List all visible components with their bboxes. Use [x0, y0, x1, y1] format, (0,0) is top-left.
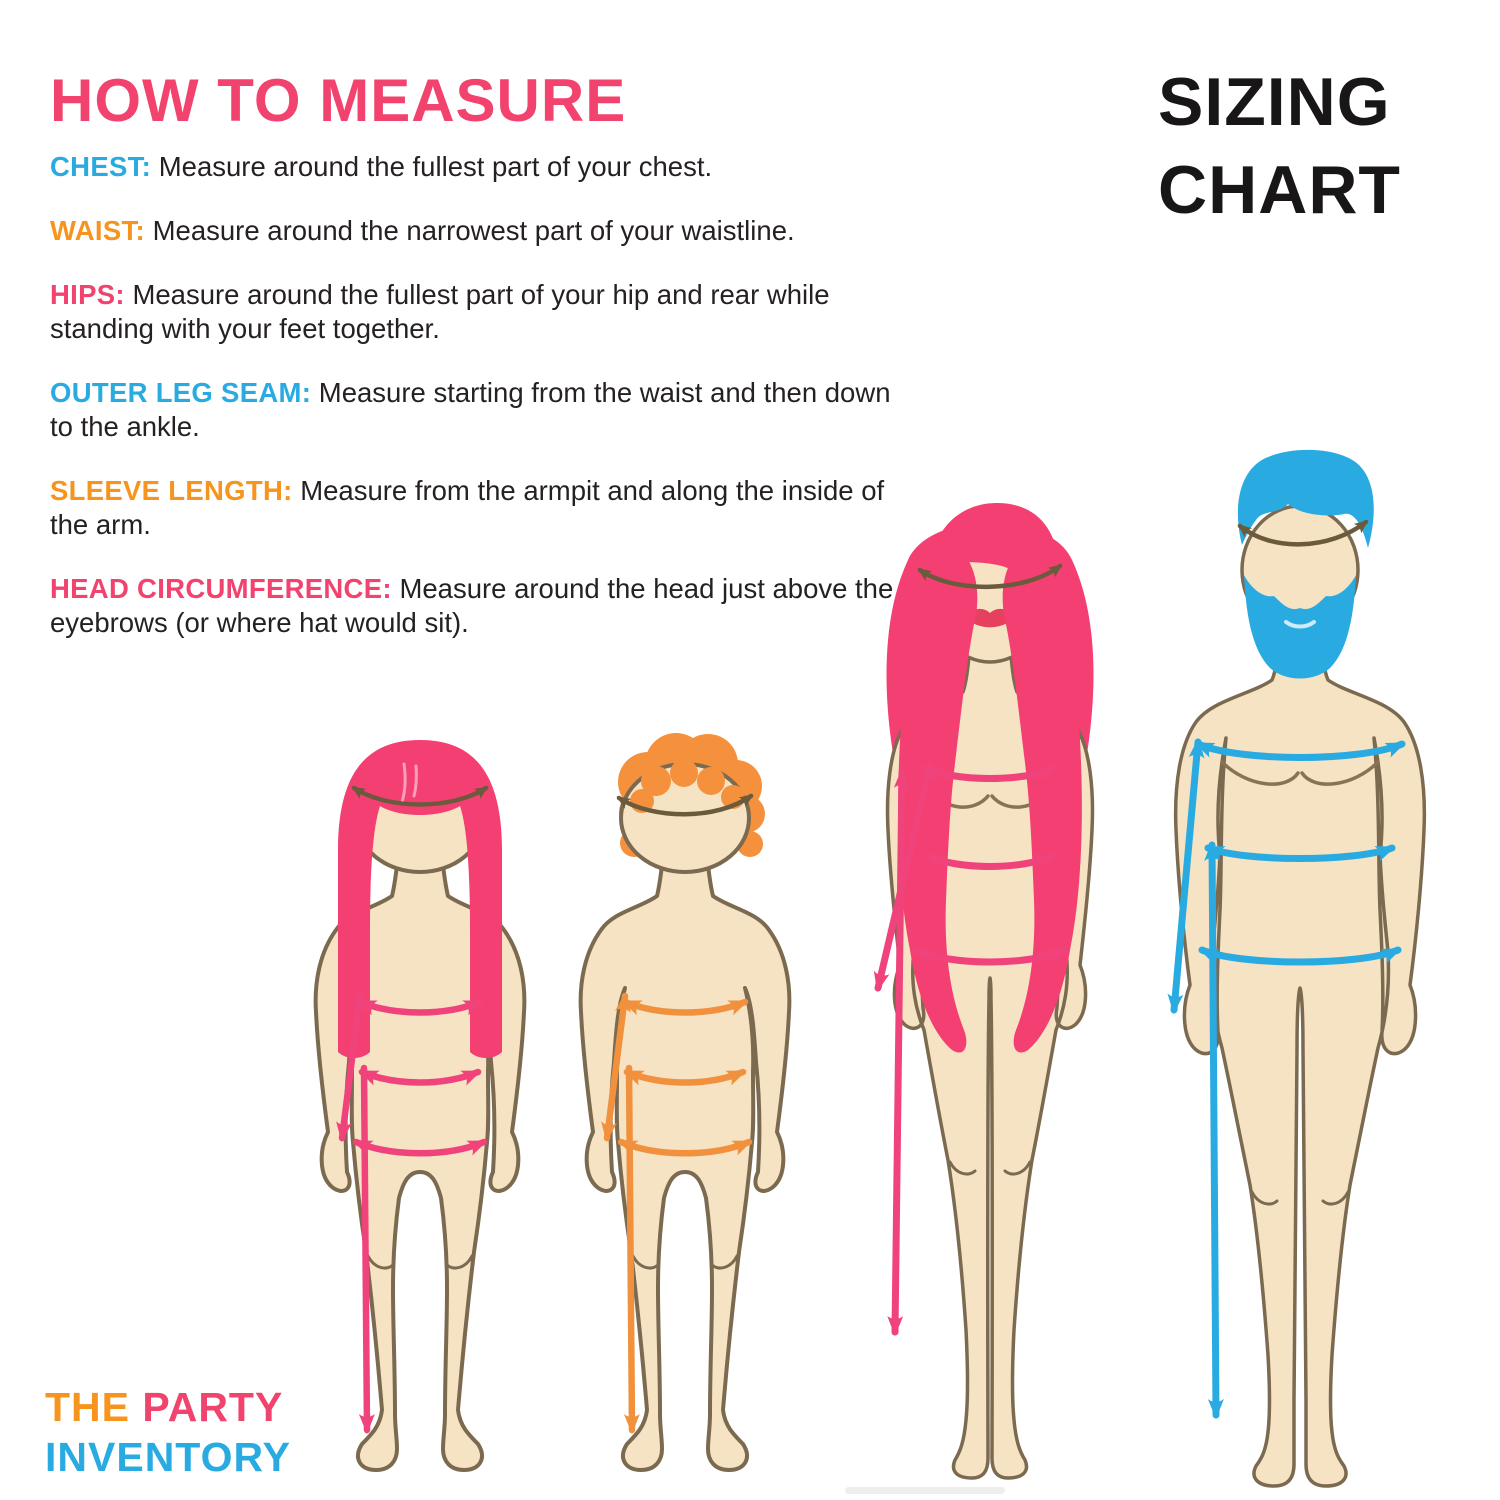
man-measure-lines [1167, 738, 1406, 1419]
instruction-waist: WAIST: Measure around the narrowest part… [50, 215, 795, 246]
girl-waist-line [358, 1068, 482, 1086]
instruction-hips: HIPS: Measure around the fullest part of… [50, 279, 830, 344]
girl-head-circumference-arc [351, 785, 489, 807]
brand-logo: THE PARTY INVENTORY [45, 1382, 291, 1482]
boy-outer-leg-seam-line [623, 1064, 640, 1434]
girl-sleeve-length-line [336, 992, 366, 1142]
girl-hip-line [352, 1138, 488, 1157]
man-sleeve-length-line [1167, 738, 1205, 1014]
woman-chest-line [922, 764, 1058, 783]
man-mouth-line [1284, 620, 1316, 629]
boy-sleeve-length-line [601, 992, 631, 1142]
girl-chest-line [356, 998, 484, 1016]
woman-outer-leg-seam-line [887, 768, 910, 1336]
bottom-smudge [845, 1487, 1005, 1494]
instruction-label-waist: WAIST: [50, 215, 145, 246]
man-head-circumference-arc [1237, 519, 1369, 547]
brand-word-the: THE [45, 1384, 130, 1430]
woman-hair-front [898, 502, 1082, 1053]
girl-measure-lines [336, 992, 488, 1434]
instruction-label-outer-leg-seam: OUTER LEG SEAM: [50, 377, 312, 408]
page-title: HOW TO MEASURE [50, 67, 627, 134]
girl-outer-leg-seam-line [358, 1064, 375, 1434]
man-knee-lines [1250, 1190, 1350, 1206]
sizing-chart-line1: SIZING [1158, 64, 1391, 140]
figure-girl [313, 740, 527, 1472]
instruction-label-hips: HIPS: [50, 279, 125, 310]
sizing-chart-line2: CHART [1158, 152, 1401, 228]
man-outer-leg-seam-line [1204, 841, 1224, 1419]
brand-logo-line1: THE PARTY [45, 1382, 291, 1432]
man-pec-contours [1220, 760, 1380, 786]
figure-man [1167, 449, 1427, 1488]
woman-measure-lines [873, 762, 1068, 1336]
man-waist-line [1204, 844, 1396, 862]
boy-hip-line [617, 1138, 753, 1157]
woman-head-circumference-arc [917, 563, 1063, 590]
boy-body [578, 854, 792, 1472]
instruction-label-head-circumference: HEAD CIRCUMFERENCE: [50, 573, 392, 604]
boy-head-circumference-arc [616, 793, 754, 817]
man-hair [1237, 449, 1374, 548]
man-chest-line [1194, 740, 1406, 761]
instruction-sleeve-length: SLEEVE LENGTH: Measure from the armpit a… [50, 475, 885, 540]
boy-measure-lines [601, 992, 753, 1434]
instruction-head-circumference: HEAD CIRCUMFERENCE: Measure around the h… [50, 573, 894, 638]
instruction-outer-leg-seam: OUTER LEG SEAM: Measure starting from th… [50, 377, 891, 442]
brand-word-party: PARTY [142, 1384, 284, 1430]
sizing-chart-heading: SIZING CHART [1158, 58, 1401, 234]
instruction-label-chest: CHEST: [50, 151, 152, 182]
figure-woman [873, 502, 1095, 1480]
woman-waist-line [924, 852, 1056, 871]
boy-waist-line [623, 1068, 747, 1086]
measure-instructions: CHEST: Measure around the fullest part o… [50, 150, 895, 670]
boy-chest-line [621, 998, 749, 1016]
woman-knee-lines [948, 1160, 1032, 1176]
instruction-chest: CHEST: Measure around the fullest part o… [50, 151, 713, 182]
woman-lips [966, 608, 1014, 628]
figure-boy [578, 733, 792, 1472]
instruction-label-sleeve-length: SLEEVE LENGTH: [50, 475, 293, 506]
brand-word-inventory: INVENTORY [45, 1434, 291, 1480]
